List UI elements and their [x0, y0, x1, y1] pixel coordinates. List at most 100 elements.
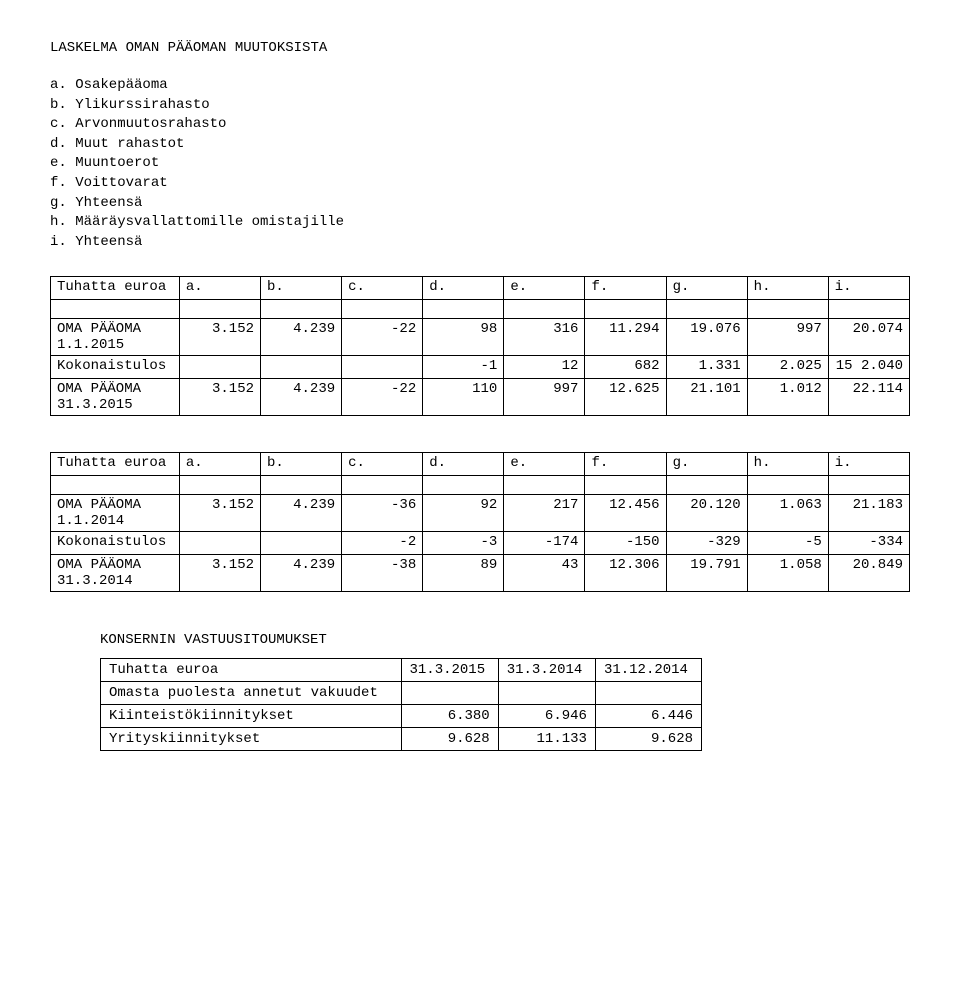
page-title: LASKELMA OMAN PÄÄOMAN MUUTOKSISTA: [50, 40, 910, 56]
cell: -5: [747, 532, 828, 555]
cell: 19.076: [666, 319, 747, 356]
cell: 21.101: [666, 379, 747, 416]
legend-b: b. Ylikurssirahasto: [50, 96, 910, 116]
cell: -22: [342, 319, 423, 356]
header-f: f.: [585, 277, 666, 300]
cell: 20.849: [828, 555, 909, 592]
cell: -329: [666, 532, 747, 555]
table-header-row: Tuhatta euroa a. b. c. d. e. f. g. h. i.: [51, 277, 910, 300]
header-d: d.: [423, 277, 504, 300]
cell: 11.294: [585, 319, 666, 356]
cell: 9.628: [401, 728, 498, 751]
legend-f: f. Voittovarat: [50, 174, 910, 194]
header-h: h.: [747, 277, 828, 300]
cell: -3: [423, 532, 504, 555]
header-g: g.: [666, 277, 747, 300]
cell: 217: [504, 495, 585, 532]
row-label: OMA PÄÄOMA 1.1.2014: [51, 495, 180, 532]
equity-table-2015: Tuhatta euroa a. b. c. d. e. f. g. h. i.…: [50, 276, 910, 416]
header-i: i.: [828, 277, 909, 300]
cell: 4.239: [261, 555, 342, 592]
cell: 4.239: [261, 319, 342, 356]
header-c: c.: [342, 277, 423, 300]
row-label: Kiinteistökiinnitykset: [101, 705, 402, 728]
cell: 20.074: [828, 319, 909, 356]
cell: 3.152: [179, 495, 260, 532]
table-header-row: Tuhatta euroa a. b. c. d. e. f. g. h. i.: [51, 453, 910, 476]
header-rowhead: Tuhatta euroa: [51, 277, 180, 300]
cell: 682: [585, 356, 666, 379]
cell: 3.152: [179, 319, 260, 356]
spacer-row: [51, 300, 910, 319]
cell: [261, 356, 342, 379]
header-e: e.: [504, 277, 585, 300]
cell: [179, 356, 260, 379]
cell: 997: [504, 379, 585, 416]
cell: 3.152: [179, 555, 260, 592]
legend-i: i. Yhteensä: [50, 233, 910, 253]
header-c1: 31.3.2015: [401, 659, 498, 682]
legend-d: d. Muut rahastot: [50, 135, 910, 155]
legend-h: h. Määräysvallattomille omistajille: [50, 213, 910, 233]
cell: 12.625: [585, 379, 666, 416]
legend-a: a. Osakepääoma: [50, 76, 910, 96]
cell: 15 2.040: [828, 356, 909, 379]
legend-c: c. Arvonmuutosrahasto: [50, 115, 910, 135]
cell: 12: [504, 356, 585, 379]
cell: 22.114: [828, 379, 909, 416]
cell: 89: [423, 555, 504, 592]
cell: 3.152: [179, 379, 260, 416]
cell: 20.120: [666, 495, 747, 532]
cell: [595, 682, 701, 705]
header-d: d.: [423, 453, 504, 476]
row-label: OMA PÄÄOMA 31.3.2014: [51, 555, 180, 592]
row-label: Kokonaistulos: [51, 356, 180, 379]
table-row: Yrityskiinnitykset 9.628 11.133 9.628: [101, 728, 702, 751]
cell: -2: [342, 532, 423, 555]
table-row: OMA PÄÄOMA 1.1.2014 3.152 4.239 -36 92 2…: [51, 495, 910, 532]
commitments-table: Tuhatta euroa 31.3.2015 31.3.2014 31.12.…: [100, 658, 702, 751]
header-a: a.: [179, 453, 260, 476]
cell: 9.628: [595, 728, 701, 751]
table-row: Kokonaistulos -1 12 682 1.331 2.025 15 2…: [51, 356, 910, 379]
table-header-row: Tuhatta euroa 31.3.2015 31.3.2014 31.12.…: [101, 659, 702, 682]
header-f: f.: [585, 453, 666, 476]
table-row: OMA PÄÄOMA 31.3.2014 3.152 4.239 -38 89 …: [51, 555, 910, 592]
spacer-row: [51, 476, 910, 495]
cell: 98: [423, 319, 504, 356]
cell: 110: [423, 379, 504, 416]
cell: -334: [828, 532, 909, 555]
cell: 6.380: [401, 705, 498, 728]
table-row: Kiinteistökiinnitykset 6.380 6.946 6.446: [101, 705, 702, 728]
table-row: OMA PÄÄOMA 1.1.2015 3.152 4.239 -22 98 3…: [51, 319, 910, 356]
header-c: c.: [342, 453, 423, 476]
cell: 316: [504, 319, 585, 356]
cell: 4.239: [261, 495, 342, 532]
cell: [498, 682, 595, 705]
header-h: h.: [747, 453, 828, 476]
cell: 4.239: [261, 379, 342, 416]
cell: 92: [423, 495, 504, 532]
cell: -174: [504, 532, 585, 555]
cell: 12.306: [585, 555, 666, 592]
cell: 1.058: [747, 555, 828, 592]
cell: 997: [747, 319, 828, 356]
header-c2: 31.3.2014: [498, 659, 595, 682]
cell: 19.791: [666, 555, 747, 592]
row-label: OMA PÄÄOMA 1.1.2015: [51, 319, 180, 356]
cell: -38: [342, 555, 423, 592]
cell: -22: [342, 379, 423, 416]
table-row: Omasta puolesta annetut vakuudet: [101, 682, 702, 705]
header-rowhead: Tuhatta euroa: [101, 659, 402, 682]
header-g: g.: [666, 453, 747, 476]
header-i: i.: [828, 453, 909, 476]
row-label: OMA PÄÄOMA 31.3.2015: [51, 379, 180, 416]
cell: -1: [423, 356, 504, 379]
cell: 6.446: [595, 705, 701, 728]
cell: [401, 682, 498, 705]
row-label: Kokonaistulos: [51, 532, 180, 555]
cell: -150: [585, 532, 666, 555]
row-label: Yrityskiinnitykset: [101, 728, 402, 751]
row-label: Omasta puolesta annetut vakuudet: [101, 682, 402, 705]
cell: [179, 532, 260, 555]
